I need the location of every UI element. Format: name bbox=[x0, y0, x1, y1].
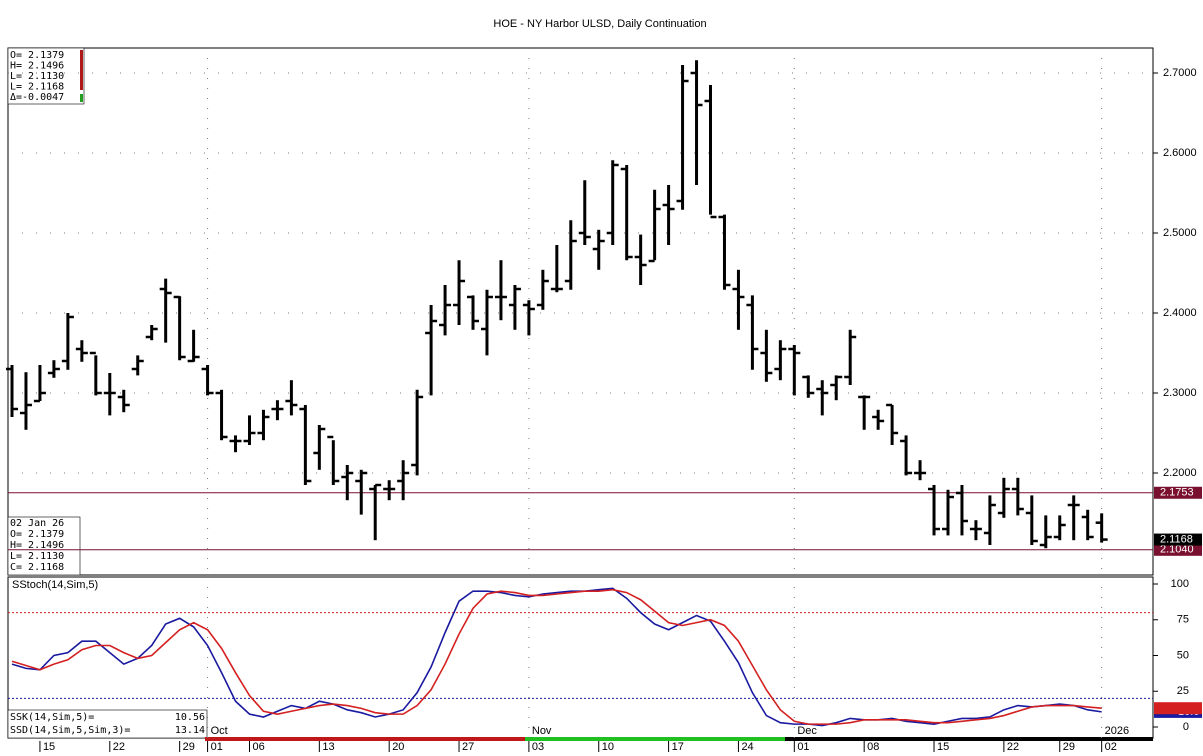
x-tick-label: 02 bbox=[1105, 741, 1117, 753]
panel-title: SStoch(14,Sim,5) bbox=[12, 579, 98, 591]
x-tick-label: 24 bbox=[741, 741, 753, 753]
reference-box bbox=[1154, 543, 1202, 556]
chart-title: HOE - NY Harbor ULSD, Daily Continuation bbox=[493, 18, 706, 30]
y-tick-label: 2.7000 bbox=[1163, 67, 1197, 79]
x-tick-label: 22 bbox=[113, 741, 125, 753]
date-strip bbox=[785, 737, 1153, 741]
month-label: 2026 bbox=[1105, 725, 1129, 737]
y-tick-label: 2.5000 bbox=[1163, 227, 1197, 239]
info-text: C= 2.1168 bbox=[10, 562, 64, 573]
info-box bbox=[7, 516, 81, 576]
x-tick-label: 20 bbox=[392, 741, 404, 753]
info-swatch bbox=[80, 50, 83, 90]
month-label: Dec bbox=[797, 725, 817, 737]
info-swatch bbox=[80, 94, 83, 102]
reference-label: 2.1040 bbox=[1160, 544, 1194, 556]
last-value-box bbox=[1154, 702, 1202, 715]
legend-name: SSD(14,Sim,5,Sim,3)= bbox=[10, 725, 130, 736]
x-tick-label: 29 bbox=[183, 741, 195, 753]
x-tick-label: 13 bbox=[322, 741, 334, 753]
legend-name: SSK(14,Sim,5)= bbox=[10, 712, 94, 723]
month-label: Nov bbox=[532, 725, 552, 737]
x-tick-label: 06 bbox=[252, 741, 264, 753]
x-tick-label: 27 bbox=[462, 741, 474, 753]
stoch-line bbox=[11, 588, 1102, 725]
x-tick-label: 03 bbox=[532, 741, 544, 753]
y-tick-label: 2.6000 bbox=[1163, 147, 1197, 159]
stoch-legend-box bbox=[7, 709, 208, 739]
x-tick-label: 01 bbox=[211, 741, 223, 753]
x-tick-label: 01 bbox=[797, 741, 809, 753]
last-price-label: 2.1168 bbox=[1160, 533, 1193, 545]
price-panel bbox=[7, 47, 1154, 576]
info-text: H= 2.1496 bbox=[10, 61, 64, 72]
y-tick-label: 2.2000 bbox=[1163, 467, 1197, 479]
x-tick-label: 15 bbox=[43, 741, 55, 753]
info-text: Δ=-0.0047 bbox=[10, 92, 64, 103]
legend-value: 13.14 bbox=[175, 725, 205, 736]
reference-box bbox=[1154, 486, 1202, 499]
info-text: H= 2.1496 bbox=[10, 540, 64, 551]
x-tick-label: 29 bbox=[1063, 741, 1075, 753]
y-tick-label: 75 bbox=[1177, 614, 1189, 626]
y-tick-label: 2.3000 bbox=[1163, 387, 1197, 399]
info-text: L= 2.1168 bbox=[10, 82, 64, 93]
info-text: O= 2.1379 bbox=[10, 529, 64, 540]
info-text: 02 Jan 26 bbox=[10, 518, 64, 529]
info-box bbox=[7, 47, 85, 105]
date-strip bbox=[525, 737, 785, 741]
month-label: Oct bbox=[211, 725, 228, 737]
y-tick-label: 100 bbox=[1171, 578, 1189, 590]
reference-label: 2.1753 bbox=[1160, 487, 1194, 499]
y-tick-label: 0 bbox=[1183, 721, 1189, 733]
info-text: O= 2.1379 bbox=[10, 50, 64, 61]
last-price-box bbox=[1154, 533, 1202, 546]
x-tick-label: 10 bbox=[602, 741, 614, 753]
legend-value: 10.56 bbox=[175, 712, 205, 723]
y-tick-label: 2.4000 bbox=[1163, 307, 1197, 319]
info-text: L= 2.1130 bbox=[10, 551, 64, 562]
x-tick-label: 17 bbox=[672, 741, 684, 753]
date-strip bbox=[205, 737, 525, 741]
stoch-line bbox=[11, 587, 1102, 727]
x-tick-label: 22 bbox=[1007, 741, 1019, 753]
x-tick-label: 15 bbox=[937, 741, 949, 753]
y-tick-label: 25 bbox=[1177, 685, 1189, 697]
info-text: L= 2.1130 bbox=[10, 71, 64, 82]
x-tick-label: 08 bbox=[867, 741, 879, 753]
y-tick-label: 50 bbox=[1177, 649, 1189, 661]
